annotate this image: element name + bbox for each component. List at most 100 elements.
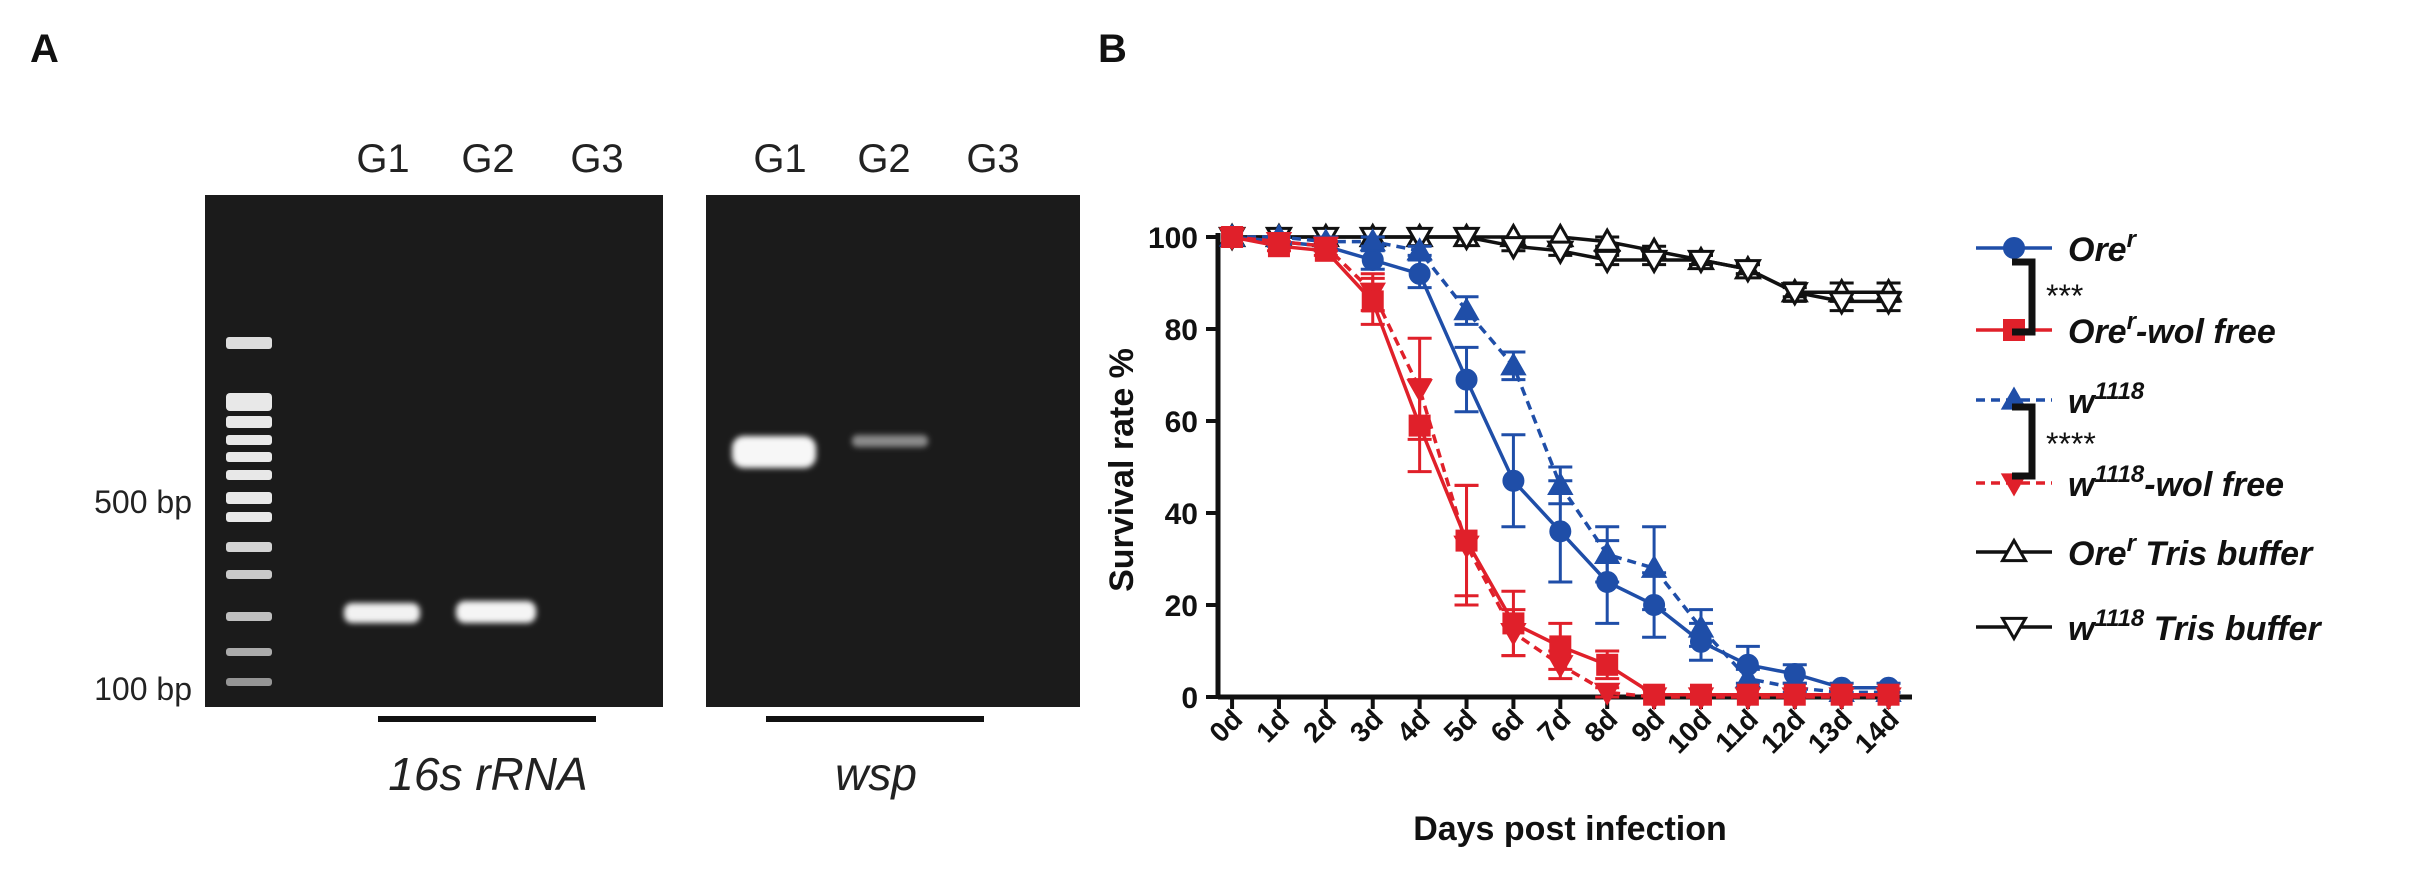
x-tick-label: 11d <box>1709 703 1764 758</box>
data-point <box>1999 616 2029 642</box>
data-point <box>1361 249 1384 271</box>
data-point <box>1736 653 1759 676</box>
data-point <box>1408 414 1431 437</box>
x-tick-label: 13d <box>1802 703 1858 759</box>
legend-item-4: Orer Tris buffer <box>1976 530 2314 573</box>
legend-label: Orer-wol free <box>2068 308 2276 351</box>
legend-item-0: Orer <box>1976 226 2138 269</box>
data-point <box>1877 683 1900 706</box>
data-point <box>1593 249 1622 275</box>
data-point <box>1596 653 1619 676</box>
gel-image-16s <box>205 195 663 707</box>
y-axis-label: Survival rate % <box>1103 348 1141 592</box>
data-point <box>1686 249 1716 275</box>
legend-label: Orer <box>2068 226 2138 269</box>
data-point <box>1452 226 1481 252</box>
lane-labels-right: G1 G2 G3 <box>753 137 1019 181</box>
data-point <box>1408 262 1431 285</box>
y-tick-label: 0 <box>1181 682 1198 715</box>
lane-label-g2-right: G2 <box>857 137 910 181</box>
significance-bracket-2 <box>2012 403 2036 480</box>
gene-label-wsp: wsp <box>835 748 917 800</box>
data-point <box>1780 282 1809 307</box>
y-tick-label: 60 <box>1165 406 1198 439</box>
data-point <box>1689 683 1712 706</box>
x-tick-label: 5d <box>1438 703 1483 748</box>
band-wsp <box>732 435 928 468</box>
band-16s <box>344 601 536 623</box>
marker-label-500bp: 500 bp <box>94 484 192 520</box>
series-line <box>1231 235 1889 690</box>
marker-labels: 500 bp 100 bp <box>94 484 192 707</box>
lane-label-g3-left: G3 <box>570 137 623 181</box>
x-tick-label: 3d <box>1344 703 1389 748</box>
data-point <box>1502 612 1525 635</box>
x-tick-label: 4d <box>1391 703 1436 748</box>
series-1 <box>1221 226 1900 706</box>
significance-label-2: **** <box>2046 426 2096 462</box>
data-point <box>1502 469 1525 492</box>
data-point <box>1999 537 2029 563</box>
x-tick-label: 9d <box>1625 703 1670 748</box>
legend-item-3: w1118-wol free <box>1976 461 2284 504</box>
lane-labels-left: G1 G2 G3 <box>356 137 623 181</box>
data-point <box>1500 352 1527 376</box>
x-tick-label: 10d <box>1661 703 1717 759</box>
data-point <box>1314 239 1337 262</box>
data-point <box>1689 630 1712 653</box>
data-point <box>1361 290 1384 313</box>
data-point <box>1455 368 1478 391</box>
legend: Orer Orer-wol free w1118 w1118-wol free Orer… <box>1976 226 2322 648</box>
data-point <box>1453 297 1480 321</box>
gel-image-wsp <box>706 195 1080 707</box>
lane-label-g3-right: G3 <box>966 137 1019 181</box>
y-tick-label: 40 <box>1165 498 1198 531</box>
x-tick-label: 14d <box>1849 703 1905 759</box>
y-tick-label: 100 <box>1148 222 1198 255</box>
y-tick-label: 80 <box>1165 314 1198 347</box>
dna-ladder <box>226 337 272 686</box>
gene-label-16s: 16s rRNA <box>388 748 587 800</box>
x-tick-label: 0d <box>1203 703 1248 748</box>
lane-label-g1-right: G1 <box>753 137 806 181</box>
data-point <box>1783 663 1806 685</box>
significance-brackets <box>2012 258 2036 480</box>
marker-label-100bp: 100 bp <box>94 671 192 707</box>
data-point <box>2003 237 2025 259</box>
panel-label-b: B <box>1098 27 1127 71</box>
data-point <box>1640 249 1669 275</box>
data-point <box>1549 520 1572 543</box>
x-tick-label: 8d <box>1578 703 1623 748</box>
x-tick-label: 2d <box>1297 703 1342 748</box>
data-point <box>1783 683 1806 706</box>
data-point <box>1874 291 1903 316</box>
significance-label-1: *** <box>2046 278 2083 314</box>
data-point <box>1736 683 1759 706</box>
significance-bracket-1 <box>2012 258 2036 336</box>
legend-label: w1118 <box>2068 378 2145 421</box>
x-tick-label: 12d <box>1755 703 1811 759</box>
data-point <box>1546 240 1575 266</box>
panel-label-a: A <box>30 27 59 71</box>
data-point <box>1593 682 1621 706</box>
lane-label-g2-left: G2 <box>461 137 514 181</box>
chart-series <box>1217 222 1903 711</box>
legend-item-5: w1118 Tris buffer <box>1976 605 2322 648</box>
data-point <box>1267 235 1290 258</box>
data-point <box>1827 291 1856 316</box>
series-5 <box>1217 226 1903 316</box>
x-tick-label: 7d <box>1532 703 1577 748</box>
x-tick-label: 1d <box>1250 703 1295 748</box>
x-axis-label: Days post infection <box>1413 810 1727 848</box>
lane-label-g1-left: G1 <box>356 137 409 181</box>
data-point <box>1643 594 1666 616</box>
data-point <box>1455 529 1478 552</box>
data-point <box>1549 635 1572 658</box>
y-tick-label: 20 <box>1165 590 1198 623</box>
data-point <box>1733 259 1762 284</box>
legend-label: Orer Tris buffer <box>2068 530 2314 573</box>
data-point <box>1499 236 1528 261</box>
legend-label: w1118 Tris buffer <box>2068 605 2322 648</box>
data-point <box>1643 683 1666 706</box>
